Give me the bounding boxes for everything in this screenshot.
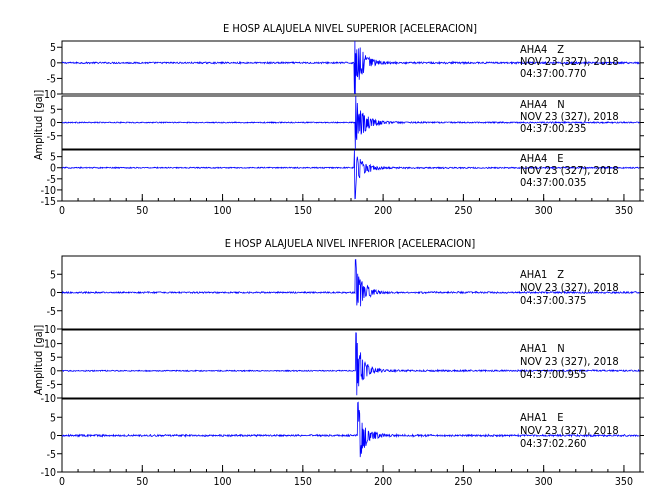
station-component-label: AHA1 E: [520, 411, 564, 424]
x-tick-label: 0: [59, 476, 65, 488]
record-time: 04:37:00.375: [520, 294, 586, 307]
top-panel-1-frame: [61, 40, 641, 95]
x-tick-label: 100: [214, 476, 232, 488]
bottom-chart-y-axis-label: Amplitud [gal]: [32, 325, 45, 396]
y-tick-label: 0: [50, 163, 56, 175]
y-tick-label: -10: [41, 467, 56, 479]
x-tick-label: 50: [136, 476, 148, 488]
x-tick-label: 350: [615, 205, 633, 217]
x-tick-label: 300: [535, 205, 553, 217]
record-time: 04:37:00.235: [520, 122, 586, 135]
station-component-label: AHA1 N: [520, 342, 565, 355]
x-tick-label: 150: [294, 205, 312, 217]
record-date: NOV 23 (327), 2018: [520, 281, 619, 294]
y-tick-label: -15: [41, 196, 56, 208]
x-tick-label: 0: [59, 205, 65, 217]
record-date: NOV 23 (327), 2018: [520, 55, 619, 68]
x-tick-label: 50: [136, 205, 148, 217]
record-date: NOV 23 (327), 2018: [520, 424, 619, 437]
station-component-label: AHA4 Z: [520, 43, 564, 56]
component-code: E: [557, 411, 563, 424]
y-tick-label: -10: [41, 185, 56, 197]
record-time: 04:37:00.035: [520, 176, 586, 189]
top-trace-aha4-z: [61, 40, 640, 95]
record-date: NOV 23 (327), 2018: [520, 110, 619, 123]
y-tick-label: 5: [50, 104, 56, 116]
x-tick-label: 300: [535, 476, 553, 488]
x-tick-label: 250: [454, 476, 472, 488]
y-tick-label: 5: [50, 412, 56, 424]
x-tick-label: 200: [374, 476, 392, 488]
y-tick-label: 0: [50, 431, 56, 443]
y-tick-label: -5: [47, 449, 56, 461]
y-tick-label: -10: [41, 393, 56, 405]
station-code: AHA1: [520, 342, 547, 355]
y-tick-label: 5: [50, 42, 56, 54]
station-code: AHA4: [520, 98, 547, 111]
y-tick-label: 10: [44, 339, 56, 351]
y-tick-label: 5: [50, 352, 56, 364]
top-chart-y-axis-label: Amplitud [gal]: [32, 90, 45, 161]
record-time: 04:37:00.955: [520, 368, 586, 381]
y-tick-label: 0: [50, 58, 56, 70]
bottom-trace-aha1-e: [61, 401, 640, 458]
y-tick-label: 0: [50, 118, 56, 130]
y-tick-label: -5: [47, 73, 56, 85]
x-tick-label: 350: [615, 476, 633, 488]
station-code: AHA4: [520, 152, 547, 165]
top-trace-aha4-e: [61, 149, 640, 200]
x-tick-label: 150: [294, 476, 312, 488]
station-code: AHA1: [520, 268, 547, 281]
component-code: Z: [557, 268, 564, 281]
y-tick-label: 5: [50, 269, 56, 281]
y-tick-label: -5: [47, 131, 56, 143]
station-code: AHA1: [520, 411, 547, 424]
x-tick-label: 100: [214, 205, 232, 217]
record-date: NOV 23 (327), 2018: [520, 355, 619, 368]
station-component-label: AHA4 N: [520, 98, 565, 111]
component-code: Z: [557, 43, 564, 56]
y-tick-label: -10: [41, 324, 56, 336]
y-tick-label: 0: [50, 366, 56, 378]
record-time: 04:37:00.770: [520, 67, 586, 80]
bottom-panel-2-frame: [61, 329, 641, 399]
top-chart-title: E HOSP ALAJUELA NIVEL SUPERIOR [ACELERAC…: [223, 22, 477, 35]
x-tick-label: 200: [374, 205, 392, 217]
record-time: 04:37:02.260: [520, 437, 586, 450]
y-tick-label: -5: [47, 174, 56, 186]
y-tick-label: -10: [41, 89, 56, 101]
y-tick-label: 5: [50, 152, 56, 164]
bottom-chart-title: E HOSP ALAJUELA NIVEL INFERIOR [ACELERAC…: [225, 237, 476, 250]
x-tick-label: 250: [454, 205, 472, 217]
top-trace-aha4-n: [61, 95, 640, 150]
y-tick-label: 0: [50, 288, 56, 300]
bottom-trace-aha1-z: [61, 259, 640, 307]
station-component-label: AHA1 Z: [520, 268, 564, 281]
component-code: N: [557, 342, 564, 355]
y-tick-label: -5: [47, 379, 56, 391]
bottom-trace-aha1-n: [61, 332, 640, 396]
y-tick-label: -5: [47, 306, 56, 318]
station-component-label: AHA4 E: [520, 152, 564, 165]
station-code: AHA4: [520, 43, 547, 56]
record-date: NOV 23 (327), 2018: [520, 164, 619, 177]
component-code: E: [557, 152, 563, 165]
component-code: N: [557, 98, 564, 111]
